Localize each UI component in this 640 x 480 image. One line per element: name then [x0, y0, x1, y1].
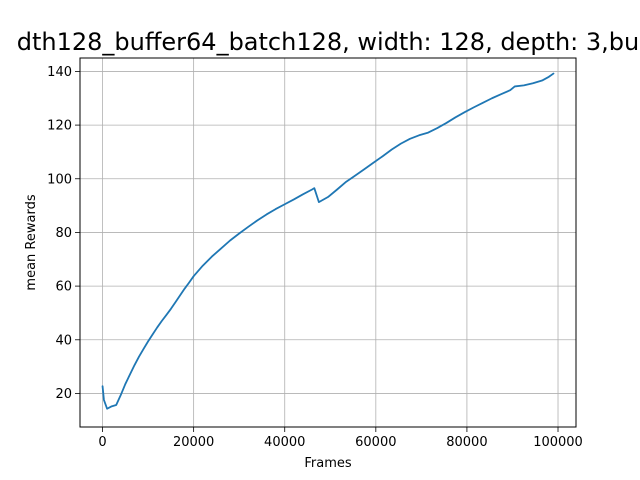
x-tick-label-60000: 60000 — [355, 435, 396, 450]
x-tick-label-100000: 100000 — [533, 435, 583, 450]
y-tick-label-20: 20 — [55, 387, 72, 402]
y-tick-label-60: 60 — [55, 280, 72, 295]
y-tick-label-80: 80 — [55, 226, 72, 241]
grid-group — [80, 58, 576, 427]
x-axis-label: Frames — [304, 456, 352, 471]
y-tick-label-140: 140 — [47, 65, 72, 80]
x-tick-label-20000: 20000 — [173, 435, 214, 450]
series-line-0 — [101, 72, 555, 410]
y-tick-label-40: 40 — [55, 333, 72, 348]
y-axis-label: mean Rewards — [24, 194, 39, 290]
series-group — [101, 72, 555, 410]
y-tick-label-100: 100 — [47, 172, 72, 187]
x-tick-label-80000: 80000 — [446, 435, 487, 450]
chart-title: dth128_buffer64_batch128, width: 128, de… — [17, 28, 640, 56]
y-tick-label-120: 120 — [47, 119, 72, 134]
ticks-group: 0 20000 40000 60000 80000 100000 20 40 60 80 100 12… — [47, 65, 583, 450]
plot-frame — [79, 57, 577, 428]
x-tick-label-40000: 40000 — [264, 435, 305, 450]
x-tick-label-0: 0 — [98, 435, 106, 450]
